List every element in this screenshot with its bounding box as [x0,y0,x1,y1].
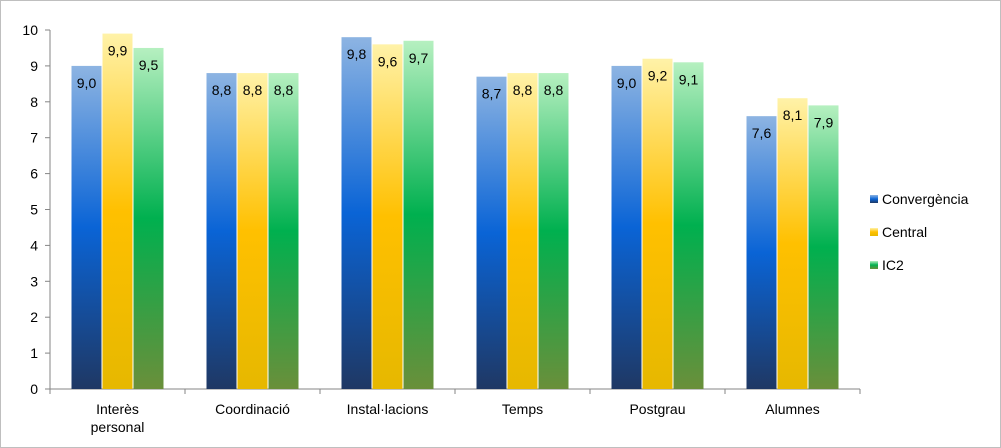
bar-converg-ncia [476,76,507,390]
data-label: 8,8 [212,82,232,98]
data-label: 8,8 [513,82,533,98]
legend-label: Convergència [882,191,969,207]
legend-label: IC2 [882,257,904,273]
data-label: 9,5 [139,57,159,73]
data-label: 9,0 [617,75,637,91]
data-label: 9,1 [679,71,699,87]
bar-central [507,73,538,389]
x-axis: Interès personal Coordinació Instal·lacions… [49,388,861,435]
bar-central [237,73,268,389]
bar-converg-ncia [341,37,372,390]
y-tick-label: 5 [30,202,38,218]
data-label: 8,8 [243,82,263,98]
y-tick-label: 7 [30,130,38,146]
data-label: 7,6 [752,125,772,141]
x-tick-label: Instal·lacions [347,401,429,417]
data-label: 9,7 [409,50,429,66]
bar-ic2 [403,40,434,390]
data-label: 8,1 [783,107,803,123]
bar-converg-ncia [611,65,642,390]
data-label: 9,0 [77,75,97,91]
bar-ic2 [808,105,839,389]
legend: Convergència Central IC2 [870,191,969,273]
bar-ic2 [538,73,569,389]
bar-central [777,98,808,390]
data-label: 7,9 [814,114,834,130]
x-tick-label: Temps [502,401,543,417]
data-label: 8,8 [274,82,294,98]
y-tick-label: 4 [30,237,38,253]
y-tick-label: 2 [30,309,38,325]
y-tick-label: 1 [30,345,38,361]
y-tick-label: 10 [22,22,38,38]
bars [71,33,839,390]
x-tick-label: Alumnes [765,401,819,417]
y-tick-label: 8 [30,94,38,110]
x-tick-label: Interès personal [91,401,145,435]
data-label: 8,7 [482,86,502,102]
legend-swatch [870,195,878,203]
x-tick-label: Coordinació [215,401,290,417]
data-label: 8,8 [544,82,564,98]
bar-ic2 [673,62,704,390]
data-label: 9,8 [347,46,367,62]
bar-ic2 [133,47,164,389]
y-axis: 0 1 2 3 4 5 6 7 8 9 10 [22,22,51,397]
bar-central [372,44,403,390]
legend-swatch [870,228,878,236]
x-tick-label: Postgrau [629,401,685,417]
bar-ic2 [268,73,299,389]
legend-swatch [870,261,878,269]
data-label: 9,9 [108,43,128,59]
data-label: 9,6 [378,53,398,69]
y-tick-label: 6 [30,166,38,182]
bar-converg-ncia [746,116,777,389]
bar-converg-ncia [71,65,102,390]
y-tick-label: 9 [30,58,38,74]
y-tick-label: 3 [30,273,38,289]
data-labels: 9,0 9,9 9,5 8,8 8,8 8,8 9,8 9,6 9,7 8,7 8,8 8,8 9,0 9… [77,43,834,142]
bar-central [102,33,133,390]
bar-central [642,58,673,389]
bar-converg-ncia [206,73,237,389]
y-tick-label: 0 [30,381,38,397]
legend-label: Central [882,224,927,240]
data-label: 9,2 [648,68,668,84]
